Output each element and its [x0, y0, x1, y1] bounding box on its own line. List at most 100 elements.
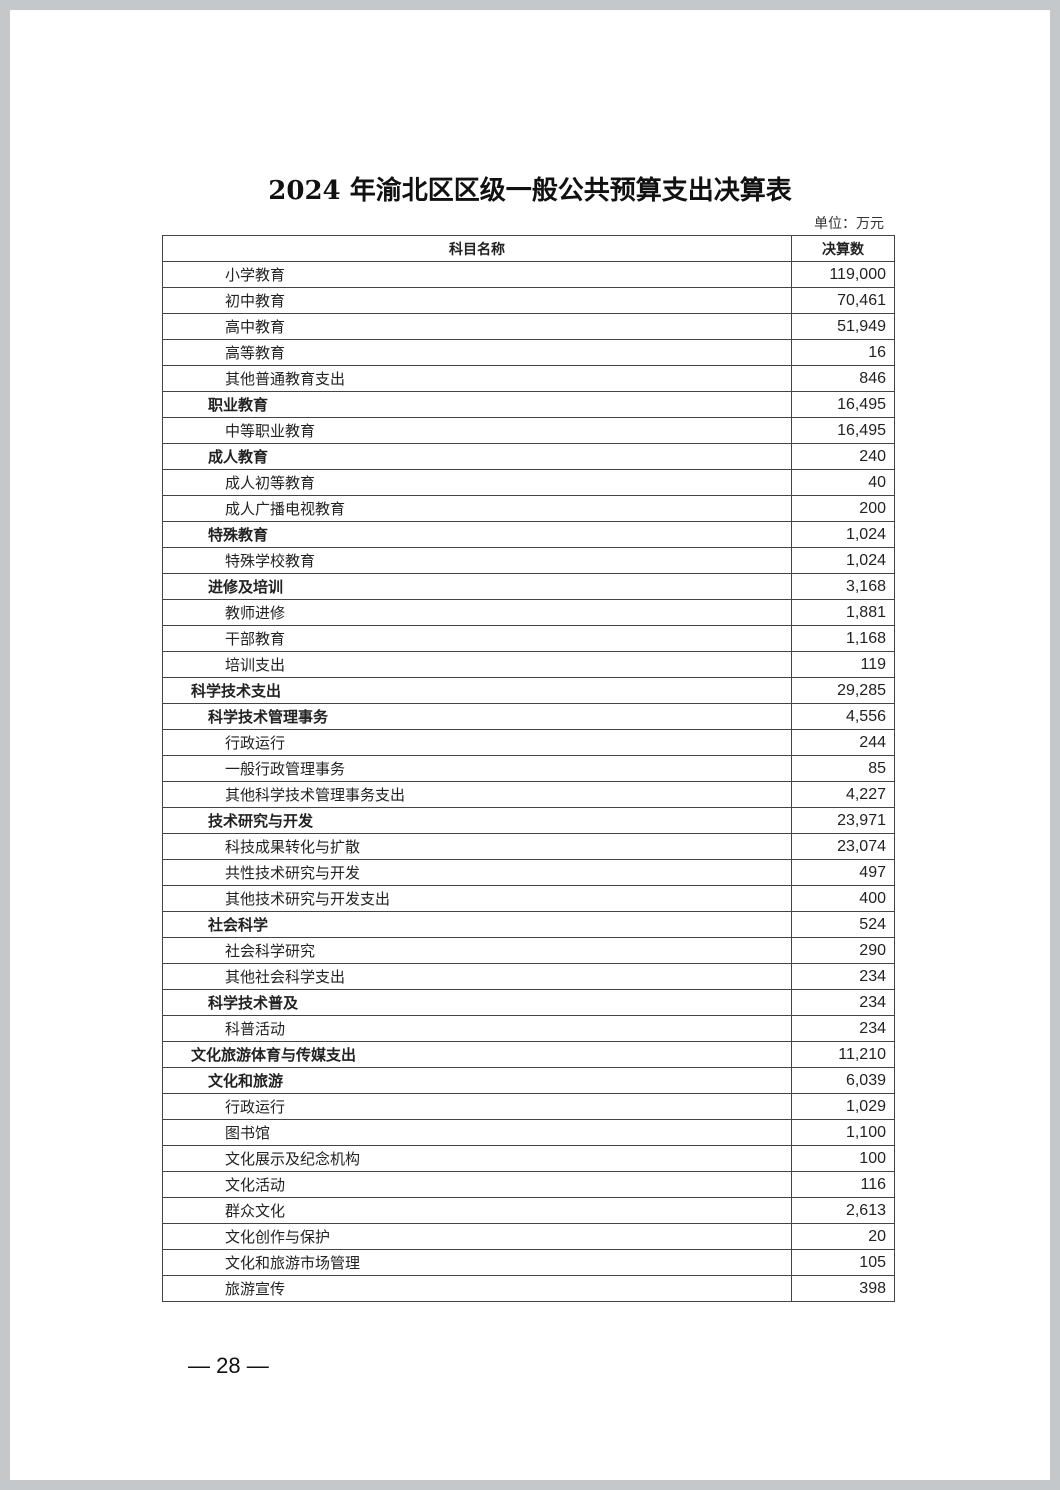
- item-name: 培训支出: [162, 651, 792, 678]
- item-name: 行政运行: [162, 729, 792, 756]
- table-row: 文化展示及纪念机构 100: [162, 1145, 895, 1172]
- table-row: 社会科学研究 290: [162, 937, 895, 964]
- item-amount: 2,613: [791, 1197, 895, 1224]
- table-row: 技术研究与开发 23,971: [162, 807, 895, 834]
- table-header-row: 科目名称 决算数: [162, 235, 895, 262]
- item-name: 进修及培训: [162, 573, 792, 600]
- table-row: 图书馆 1,100: [162, 1119, 895, 1146]
- item-amount: 1,024: [791, 547, 895, 574]
- item-amount: 20: [791, 1223, 895, 1250]
- table-row: 成人教育 240: [162, 443, 895, 470]
- item-amount: 116: [791, 1171, 895, 1198]
- item-name: 图书馆: [162, 1119, 792, 1146]
- item-name: 科技成果转化与扩散: [162, 833, 792, 860]
- item-name: 科学技术支出: [162, 677, 792, 704]
- table-row: 初中教育 70,461: [162, 287, 895, 314]
- item-amount: 119,000: [791, 261, 895, 288]
- table-row: 中等职业教育 16,495: [162, 417, 895, 444]
- item-name: 其他社会科学支出: [162, 963, 792, 990]
- item-amount: 290: [791, 937, 895, 964]
- item-name: 文化旅游体育与传媒支出: [162, 1041, 792, 1068]
- item-name: 科学技术普及: [162, 989, 792, 1016]
- item-name: 一般行政管理事务: [162, 755, 792, 782]
- item-amount: 40: [791, 469, 895, 496]
- table-row: 教师进修 1,881: [162, 599, 895, 626]
- table-row: 科学技术管理事务 4,556: [162, 703, 895, 730]
- table-row: 文化活动 116: [162, 1171, 895, 1198]
- item-amount: 398: [791, 1275, 895, 1302]
- page-number: — 28 —: [188, 1353, 269, 1378]
- item-amount: 400: [791, 885, 895, 912]
- item-amount: 16: [791, 339, 895, 366]
- table-row: 成人广播电视教育 200: [162, 495, 895, 522]
- item-amount: 244: [791, 729, 895, 756]
- item-name: 中等职业教育: [162, 417, 792, 444]
- table-row: 科技成果转化与扩散 23,074: [162, 833, 895, 860]
- item-amount: 16,495: [791, 417, 895, 444]
- item-amount: 1,168: [791, 625, 895, 652]
- table-row: 特殊学校教育 1,024: [162, 547, 895, 574]
- item-amount: 846: [791, 365, 895, 392]
- table-row: 社会科学 524: [162, 911, 895, 938]
- table-row: 培训支出 119: [162, 651, 895, 678]
- item-name: 科学技术管理事务: [162, 703, 792, 730]
- unit-label: 单位：万元: [814, 216, 884, 232]
- item-amount: 51,949: [791, 313, 895, 340]
- item-amount: 11,210: [791, 1041, 895, 1068]
- item-name: 成人初等教育: [162, 469, 792, 496]
- item-amount: 200: [791, 495, 895, 522]
- item-name: 教师进修: [162, 599, 792, 626]
- item-name: 其他普通教育支出: [162, 365, 792, 392]
- table-row: 科普活动 234: [162, 1015, 895, 1042]
- item-amount: 524: [791, 911, 895, 938]
- item-name: 初中教育: [162, 287, 792, 314]
- item-amount: 1,029: [791, 1093, 895, 1120]
- item-name: 高中教育: [162, 313, 792, 340]
- table-row: 文化创作与保护 20: [162, 1223, 895, 1250]
- item-name: 小学教育: [162, 261, 792, 288]
- table-row: 文化和旅游市场管理 105: [162, 1249, 895, 1276]
- item-amount: 4,227: [791, 781, 895, 808]
- item-amount: 29,285: [791, 677, 895, 704]
- item-amount: 234: [791, 1015, 895, 1042]
- item-name: 文化展示及纪念机构: [162, 1145, 792, 1172]
- item-name: 文化活动: [162, 1171, 792, 1198]
- item-name: 文化和旅游: [162, 1067, 792, 1094]
- item-name: 共性技术研究与开发: [162, 859, 792, 886]
- table-row: 文化和旅游 6,039: [162, 1067, 895, 1094]
- item-name: 职业教育: [162, 391, 792, 418]
- page-title: 2024 年渝北区区级一般公共预算支出决算表: [268, 176, 792, 206]
- table-row: 特殊教育 1,024: [162, 521, 895, 548]
- table-row: 进修及培训 3,168: [162, 573, 895, 600]
- table-row: 共性技术研究与开发 497: [162, 859, 895, 886]
- item-amount: 1,100: [791, 1119, 895, 1146]
- item-amount: 105: [791, 1249, 895, 1276]
- item-amount: 234: [791, 989, 895, 1016]
- item-name: 成人广播电视教育: [162, 495, 792, 522]
- item-name: 成人教育: [162, 443, 792, 470]
- table-row: 职业教育 16,495: [162, 391, 895, 418]
- table-row: 行政运行 244: [162, 729, 895, 756]
- item-amount: 240: [791, 443, 895, 470]
- item-name: 文化创作与保护: [162, 1223, 792, 1250]
- table-row: 干部教育 1,168: [162, 625, 895, 652]
- item-amount: 3,168: [791, 573, 895, 600]
- item-amount: 85: [791, 755, 895, 782]
- item-amount: 497: [791, 859, 895, 886]
- item-amount: 6,039: [791, 1067, 895, 1094]
- budget-table: 科目名称 决算数 小学教育 119,000 初中教育 70,461 高中教育 51,949…: [162, 235, 895, 1302]
- item-amount: 234: [791, 963, 895, 990]
- item-name: 文化和旅游市场管理: [162, 1249, 792, 1276]
- item-name: 旅游宣传: [162, 1275, 792, 1302]
- item-name: 行政运行: [162, 1093, 792, 1120]
- table-row: 群众文化 2,613: [162, 1197, 895, 1224]
- table-row: 其他科学技术管理事务支出 4,227: [162, 781, 895, 808]
- table-row: 高中教育 51,949: [162, 313, 895, 340]
- item-name: 特殊学校教育: [162, 547, 792, 574]
- table-row: 其他技术研究与开发支出 400: [162, 885, 895, 912]
- item-name: 特殊教育: [162, 521, 792, 548]
- item-name: 科普活动: [162, 1015, 792, 1042]
- item-amount: 1,881: [791, 599, 895, 626]
- item-name: 其他技术研究与开发支出: [162, 885, 792, 912]
- item-name: 群众文化: [162, 1197, 792, 1224]
